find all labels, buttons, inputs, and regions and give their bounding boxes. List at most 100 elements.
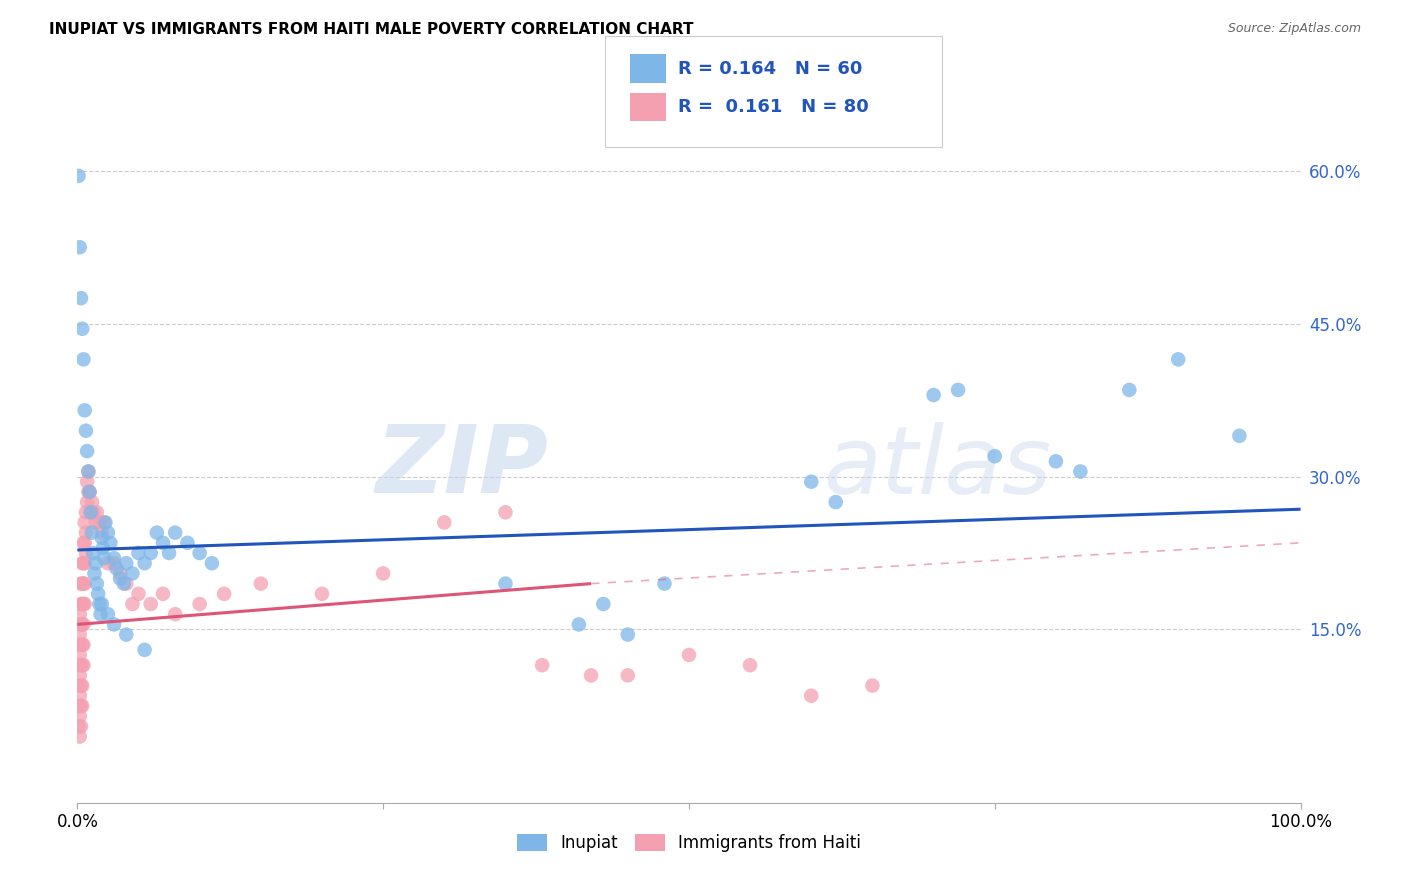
Point <box>165 607 187 622</box>
Point <box>83 566 105 581</box>
Point <box>90 597 112 611</box>
Point <box>69 668 91 682</box>
Point <box>73 516 96 530</box>
Point <box>97 607 120 622</box>
Point <box>76 475 98 489</box>
Point <box>70 556 93 570</box>
Point <box>97 525 120 540</box>
Point <box>72 617 94 632</box>
Point <box>91 541 114 555</box>
Point <box>77 484 100 499</box>
Point <box>82 505 104 519</box>
Point <box>94 516 117 530</box>
Point <box>592 597 614 611</box>
Point <box>69 240 91 254</box>
Point <box>678 648 700 662</box>
Point <box>70 617 93 632</box>
Point <box>89 516 111 530</box>
Point <box>90 531 112 545</box>
Point <box>70 658 93 673</box>
Point <box>76 444 98 458</box>
Point <box>212 587 235 601</box>
Point <box>84 516 107 530</box>
Point <box>70 576 93 591</box>
Point <box>127 587 149 601</box>
Point <box>165 525 187 540</box>
Text: R = 0.164   N = 60: R = 0.164 N = 60 <box>678 60 862 78</box>
Point <box>824 495 846 509</box>
Text: atlas: atlas <box>824 422 1052 513</box>
Point <box>800 475 823 489</box>
Point <box>103 551 125 566</box>
Point <box>495 576 517 591</box>
Point <box>77 465 100 479</box>
Point <box>80 505 103 519</box>
Point <box>134 643 156 657</box>
Point <box>79 484 101 499</box>
Point <box>97 556 120 570</box>
Point <box>433 516 456 530</box>
Point <box>531 658 554 673</box>
Point <box>108 572 131 586</box>
Point <box>579 668 602 682</box>
Point <box>89 597 111 611</box>
Legend: Inupiat, Immigrants from Haiti: Inupiat, Immigrants from Haiti <box>510 827 868 859</box>
Point <box>73 576 96 591</box>
Point <box>67 638 90 652</box>
Point <box>862 679 884 693</box>
Point <box>80 495 103 509</box>
Point <box>1118 383 1140 397</box>
Point <box>70 597 93 611</box>
Point <box>121 566 143 581</box>
Point <box>188 597 211 611</box>
Point <box>984 449 1007 463</box>
Point <box>72 556 94 570</box>
Point <box>70 719 93 733</box>
Text: INUPIAT VS IMMIGRANTS FROM HAITI MALE POVERTY CORRELATION CHART: INUPIAT VS IMMIGRANTS FROM HAITI MALE PO… <box>49 22 693 37</box>
Point <box>90 525 112 540</box>
Point <box>121 597 143 611</box>
Point <box>67 679 90 693</box>
Point <box>922 388 945 402</box>
Point <box>70 291 93 305</box>
Point <box>93 516 115 530</box>
Point <box>617 627 640 641</box>
Point <box>86 505 108 519</box>
Point <box>70 638 93 652</box>
Point <box>371 566 394 581</box>
Point <box>90 607 112 622</box>
Point <box>176 536 198 550</box>
Point <box>250 576 273 591</box>
Point <box>495 505 517 519</box>
Point <box>67 169 90 183</box>
Point <box>69 627 91 641</box>
Point <box>311 587 333 601</box>
Point <box>69 689 91 703</box>
Point <box>115 556 138 570</box>
Point <box>70 576 93 591</box>
Point <box>70 638 93 652</box>
Point <box>69 607 91 622</box>
Point <box>134 556 156 570</box>
Point <box>70 617 93 632</box>
Point <box>69 709 91 723</box>
Point <box>139 597 162 611</box>
Point <box>70 698 93 713</box>
Point <box>70 679 93 693</box>
Point <box>76 495 98 509</box>
Point <box>80 525 103 540</box>
Point <box>157 546 180 560</box>
Text: ZIP: ZIP <box>375 421 548 514</box>
Point <box>72 638 94 652</box>
Point <box>73 556 96 570</box>
Point <box>72 352 94 367</box>
Point <box>568 617 591 632</box>
Point <box>70 658 93 673</box>
Text: R =  0.161   N = 80: R = 0.161 N = 80 <box>678 98 869 116</box>
Point <box>1167 352 1189 367</box>
Point <box>70 679 93 693</box>
Point <box>75 525 97 540</box>
Point <box>1229 429 1251 443</box>
Point <box>73 536 96 550</box>
Point <box>139 546 162 560</box>
